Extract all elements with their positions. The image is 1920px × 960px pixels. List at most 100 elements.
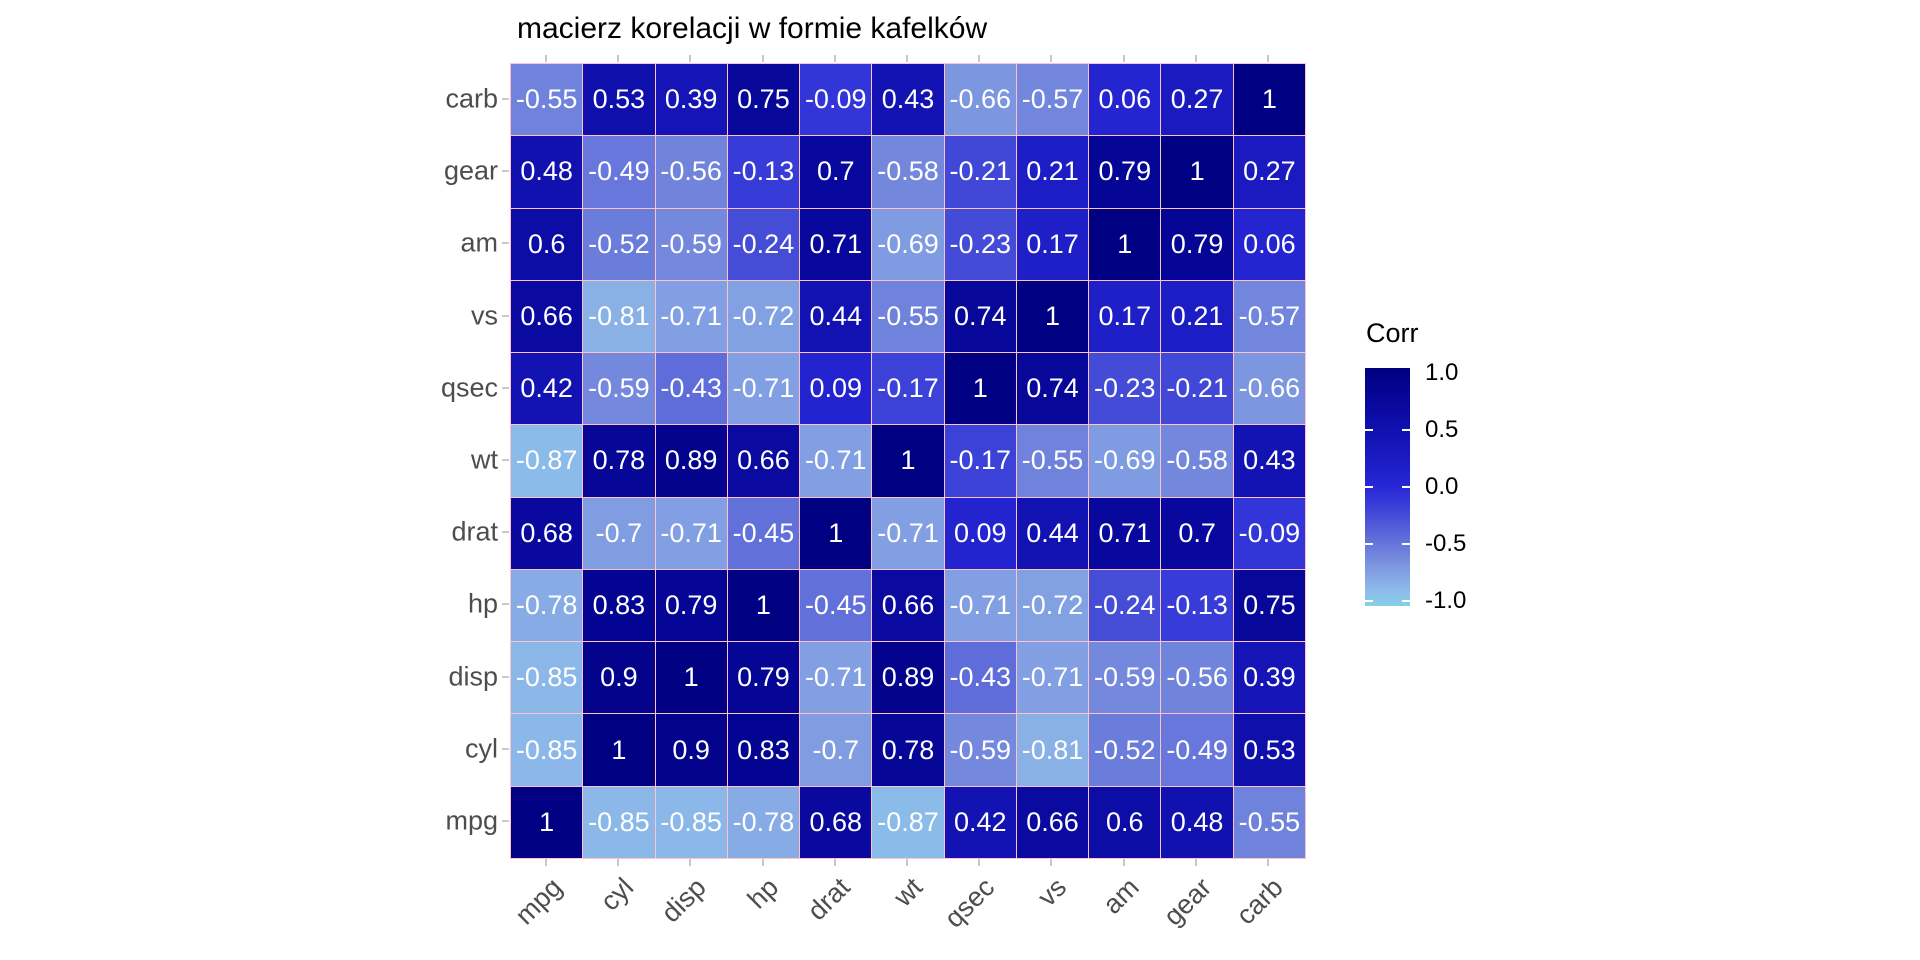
heatmap-tile: -0.85 bbox=[583, 786, 655, 858]
heatmap-tile: -0.21 bbox=[944, 136, 1016, 208]
axis-tick-mark bbox=[617, 859, 620, 866]
x-axis-label: qsec bbox=[938, 872, 1001, 934]
heatmap-tile: 1 bbox=[1161, 136, 1233, 208]
y-axis-label: mpg bbox=[445, 805, 498, 836]
heatmap-tile: 0.39 bbox=[655, 64, 727, 136]
heatmap-tile: 1 bbox=[655, 642, 727, 714]
axis-tick-mark bbox=[1122, 55, 1125, 62]
heatmap-tile: -0.17 bbox=[872, 353, 944, 425]
heatmap-tile: 0.66 bbox=[872, 569, 944, 642]
axis-tick-mark bbox=[545, 55, 548, 62]
x-axis-label: disp bbox=[655, 872, 712, 929]
heatmap-tile: -0.59 bbox=[944, 714, 1016, 786]
heatmap-tile: -0.49 bbox=[583, 136, 655, 208]
heatmap-tile: -0.45 bbox=[800, 569, 872, 642]
heatmap-tile: -0.55 bbox=[1016, 425, 1089, 497]
heatmap-tile: -0.55 bbox=[872, 280, 944, 353]
heatmap-tile: -0.71 bbox=[655, 497, 727, 569]
x-axis-label: am bbox=[1097, 872, 1145, 920]
axis-tick-mark bbox=[1266, 859, 1269, 866]
heatmap-tile: -0.43 bbox=[655, 353, 727, 425]
heatmap-tile: -0.52 bbox=[583, 208, 655, 280]
heatmap-tile: 0.42 bbox=[944, 786, 1016, 858]
heatmap-tile: -0.57 bbox=[1016, 64, 1089, 136]
x-axis-label: mpg bbox=[508, 872, 568, 931]
legend-tick-label: -1.0 bbox=[1425, 587, 1467, 614]
heatmap-tile: 0.06 bbox=[1089, 64, 1161, 136]
axis-tick-mark bbox=[502, 386, 509, 389]
heatmap-tile: 0.79 bbox=[1161, 208, 1233, 280]
axis-tick-mark bbox=[502, 314, 509, 317]
heatmap-tile: -0.78 bbox=[727, 786, 800, 858]
heatmap-tile: 0.66 bbox=[1016, 786, 1089, 858]
axis-tick-mark bbox=[1122, 859, 1125, 866]
axis-tick-mark bbox=[502, 747, 509, 750]
heatmap-tile: 0.9 bbox=[583, 642, 655, 714]
heatmap-tile: -0.85 bbox=[511, 642, 583, 714]
heatmap-tile: -0.66 bbox=[944, 64, 1016, 136]
legend-tick-mark bbox=[1365, 429, 1373, 431]
y-axis-label: qsec bbox=[440, 372, 498, 403]
heatmap-tile: 0.7 bbox=[1161, 497, 1233, 569]
legend-title: Corr bbox=[1366, 318, 1419, 348]
heatmap-tile: -0.58 bbox=[1161, 425, 1233, 497]
heatmap-tile: 0.21 bbox=[1161, 280, 1233, 353]
x-axis-label: gear bbox=[1157, 872, 1217, 932]
heatmap-tile: 0.6 bbox=[511, 208, 583, 280]
x-axis-label: carb bbox=[1230, 872, 1290, 931]
heatmap-tile: -0.56 bbox=[1161, 642, 1233, 714]
chart-title: macierz korelacji w formie kafelków bbox=[517, 12, 988, 45]
legend-tick-mark bbox=[1402, 429, 1410, 431]
heatmap-tile: -0.85 bbox=[655, 786, 727, 858]
heatmap-tile: -0.59 bbox=[655, 208, 727, 280]
heatmap-tile: -0.71 bbox=[655, 280, 727, 353]
heatmap-tile: 1 bbox=[1016, 280, 1089, 353]
heatmap-tile: 0.79 bbox=[727, 642, 800, 714]
legend-tick-label: -0.5 bbox=[1425, 530, 1467, 557]
heatmap-tile: 1 bbox=[1233, 64, 1305, 136]
heatmap-tile: -0.24 bbox=[1089, 569, 1161, 642]
legend-tick-mark bbox=[1365, 600, 1373, 602]
heatmap-tile: 0.83 bbox=[583, 569, 655, 642]
axis-tick-mark bbox=[502, 242, 509, 245]
y-axis-label: drat bbox=[451, 516, 498, 547]
heatmap-tile: -0.69 bbox=[872, 208, 944, 280]
legend-tick-mark bbox=[1402, 486, 1410, 488]
legend-tick-label: 1.0 bbox=[1425, 359, 1459, 386]
x-axis-label: cyl bbox=[594, 872, 640, 917]
axis-tick-mark bbox=[761, 859, 764, 866]
heatmap-tile: 0.66 bbox=[727, 425, 800, 497]
axis-tick-mark bbox=[833, 859, 836, 866]
heatmap-tile: -0.49 bbox=[1161, 714, 1233, 786]
axis-tick-mark bbox=[1266, 55, 1269, 62]
heatmap-tile: 0.27 bbox=[1233, 136, 1305, 208]
heatmap-tile: 0.42 bbox=[511, 353, 583, 425]
heatmap-tile: 0.9 bbox=[655, 714, 727, 786]
axis-tick-mark bbox=[1194, 859, 1197, 866]
axis-tick-mark bbox=[1050, 859, 1053, 866]
heatmap-tile: -0.24 bbox=[727, 208, 800, 280]
y-axis-label: gear bbox=[443, 155, 498, 186]
x-axis-label: hp bbox=[741, 872, 784, 915]
legend-tick-mark bbox=[1402, 543, 1410, 545]
heatmap-tile: 1 bbox=[872, 425, 944, 497]
legend-tick-mark bbox=[1365, 543, 1373, 545]
heatmap-panel: -0.55 0.53 0.39 0.75 -0.09 0.43 -0.66 -0.57 0.06… bbox=[510, 63, 1306, 859]
heatmap-tile: -0.85 bbox=[511, 714, 583, 786]
heatmap-tile: -0.09 bbox=[800, 64, 872, 136]
heatmap-tile: 1 bbox=[727, 569, 800, 642]
heatmap-tile: -0.21 bbox=[1161, 353, 1233, 425]
y-axis-label: wt bbox=[471, 444, 498, 475]
heatmap-tile: -0.72 bbox=[1016, 569, 1089, 642]
heatmap-tile: -0.17 bbox=[944, 425, 1016, 497]
axis-tick-mark bbox=[502, 459, 509, 461]
heatmap-tile: 0.68 bbox=[800, 786, 872, 858]
axis-tick-mark bbox=[617, 55, 620, 62]
heatmap-tile: 1 bbox=[944, 353, 1016, 425]
heatmap-tile: 0.27 bbox=[1161, 64, 1233, 136]
heatmap-tile: 0.89 bbox=[655, 425, 727, 497]
heatmap-tile: 0.43 bbox=[1233, 425, 1305, 497]
axis-tick-mark bbox=[502, 819, 509, 822]
x-axis-label: wt bbox=[887, 872, 929, 913]
y-axis-label: carb bbox=[445, 83, 498, 114]
